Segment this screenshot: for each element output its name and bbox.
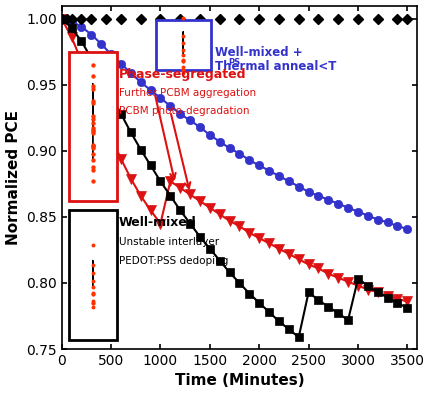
Point [89, 262, 96, 268]
Point [89, 242, 96, 249]
Y-axis label: Normalized PCE: Normalized PCE [6, 110, 21, 245]
Point [89, 126, 96, 133]
Point [89, 300, 96, 307]
Point [89, 128, 96, 134]
Point [179, 15, 186, 21]
Text: PS: PS [227, 58, 240, 67]
Point [89, 98, 96, 104]
Point [179, 64, 186, 71]
X-axis label: Time (Minutes): Time (Minutes) [174, 374, 304, 388]
Point [179, 58, 186, 64]
Text: Well-mixed +: Well-mixed + [214, 46, 302, 59]
Point [179, 70, 186, 76]
Point [89, 86, 96, 92]
FancyBboxPatch shape [68, 52, 117, 201]
Point [89, 300, 96, 307]
Point [179, 47, 186, 53]
Text: PCBM photo-degradation: PCBM photo-degradation [119, 106, 249, 116]
Text: PEDOT:PSS dedoping: PEDOT:PSS dedoping [119, 256, 228, 266]
Point [89, 284, 96, 290]
Point [89, 112, 96, 119]
FancyBboxPatch shape [155, 20, 210, 70]
Text: Well-mixed: Well-mixed [119, 216, 196, 229]
Point [89, 290, 96, 297]
Point [89, 120, 96, 126]
Point [179, 39, 186, 46]
Point [179, 57, 186, 63]
Text: Further PCBM aggregation: Further PCBM aggregation [119, 88, 255, 98]
Point [89, 290, 96, 297]
Point [89, 130, 96, 137]
Point [89, 269, 96, 276]
Point [89, 164, 96, 170]
Point [179, 33, 186, 39]
Point [89, 145, 96, 152]
Point [89, 290, 96, 296]
Point [89, 167, 96, 174]
Point [179, 67, 186, 73]
Point [89, 151, 96, 157]
Point [89, 142, 96, 149]
Point [179, 52, 186, 58]
Point [89, 157, 96, 163]
Point [89, 100, 96, 106]
Point [179, 67, 186, 73]
Point [89, 116, 96, 123]
Text: Thermal anneal<T: Thermal anneal<T [214, 61, 335, 74]
Point [89, 73, 96, 79]
Point [179, 58, 186, 64]
Point [89, 125, 96, 131]
Point [89, 83, 96, 89]
Text: Unstable interlayer: Unstable interlayer [119, 237, 218, 247]
Point [89, 62, 96, 69]
Point [89, 143, 96, 150]
Text: Phase-segregated: Phase-segregated [119, 68, 246, 81]
Point [89, 178, 96, 184]
FancyBboxPatch shape [68, 210, 117, 340]
Point [89, 143, 96, 149]
Point [89, 304, 96, 310]
Point [89, 297, 96, 304]
Point [89, 278, 96, 284]
